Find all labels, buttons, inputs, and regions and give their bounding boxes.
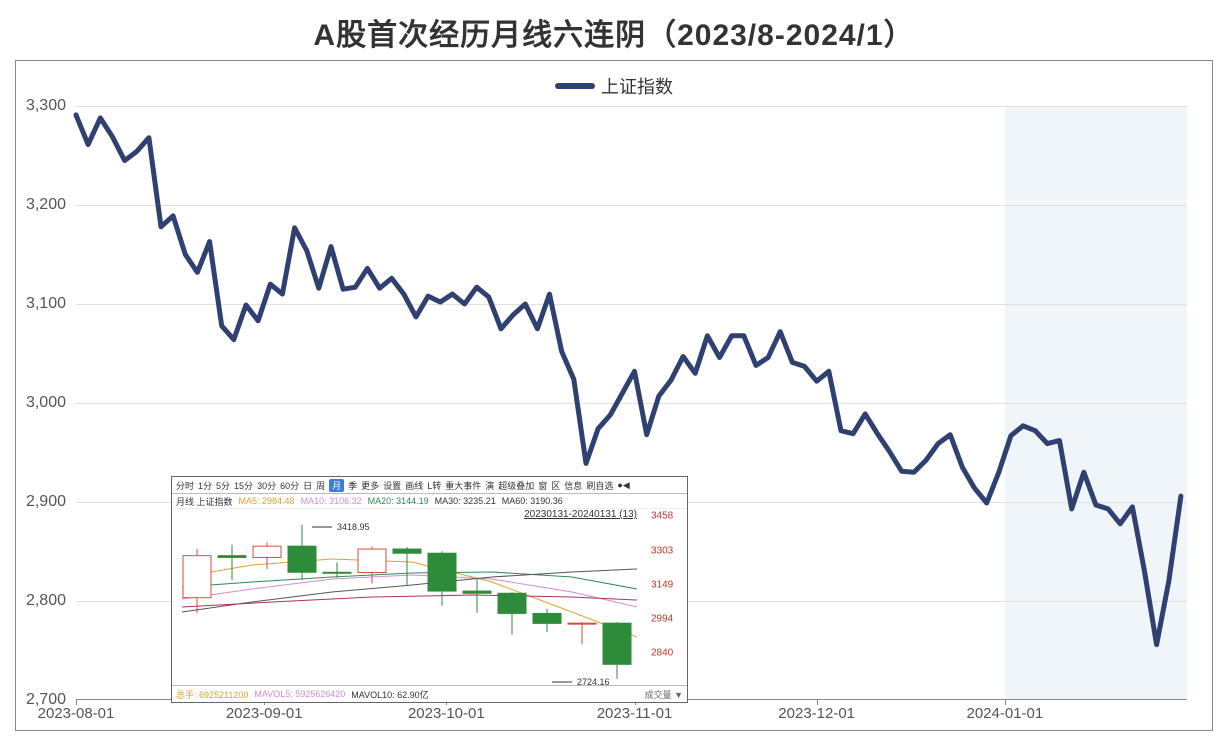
inset-toolbar-item[interactable]: 刷自选 [586,479,613,492]
candle-body [463,591,491,593]
candle-body [253,546,281,557]
inset-toolbar-item[interactable]: 演 [485,479,494,492]
candle-body [533,613,561,623]
y-tick-label: 3,100 [26,295,76,313]
inset-ma-prefix: 月线 上证指数 [176,495,233,508]
inset-high-label: 3418.95 [337,522,370,532]
inset-toolbar-item[interactable]: 信息 [564,479,582,492]
inset-toolbar-item[interactable]: 日 [303,479,312,492]
inset-toolbar-item[interactable]: 5分 [216,479,230,492]
inset-toolbar-item[interactable]: 更多 [361,479,379,492]
chart-container: A股首次经历月线六连阴（2023/8-2024/1） 上证指数 2,7002,8… [0,0,1228,741]
candle-body [288,546,316,572]
x-tick-label: 2023-10-01 [408,700,485,722]
inset-y-tick: 3303 [647,545,673,556]
inset-ma-value: MA5: 2984.48 [239,496,295,506]
inset-bottom-metric: MAVOL10: 62.90亿 [351,688,428,701]
legend-label: 上证指数 [601,73,673,99]
x-tick-label: 2023-08-01 [38,700,115,722]
inset-toolbar-item[interactable]: 超级叠加 [498,479,534,492]
legend-swatch [555,83,595,89]
inset-plot: 3418.952724.16 34583303314929942840 [172,507,647,684]
inset-ma-value: MA10: 3106.32 [301,496,362,506]
inset-bottom-metric: MAVOL5: 5925626420 [254,689,345,699]
inset-toolbar-item[interactable]: 重大事件 [445,479,481,492]
inset-toolbar-item[interactable]: 1分 [198,479,212,492]
inset-y-tick: 3458 [647,511,673,522]
inset-toolbar-item[interactable]: 30分 [257,479,276,492]
inset-volume-label[interactable]: 成交量 ▼ [645,688,683,701]
inset-toolbar-item[interactable]: ●◀ [617,480,629,491]
x-tick-label: 2023-12-01 [778,700,855,722]
x-tick-label: 2023-09-01 [226,700,303,722]
y-tick-label: 2,800 [26,592,76,610]
candle-body [393,549,421,553]
inset-toolbar[interactable]: 分时 1分 5分 15分 30分 60分日周月季更多设置画线 L转重大事件演超级叠加窗区信息… [172,477,687,494]
inset-bottom-row: 总手: 6925211200 MAVOL5: 5925626420 MAVOL10:… [172,685,687,702]
inset-toolbar-item[interactable]: 分时 [176,479,194,492]
inset-toolbar-item[interactable]: 窗 [538,479,547,492]
inset-y-tick: 2840 [647,648,673,659]
inset-toolbar-item[interactable]: 15分 [234,479,253,492]
y-tick-label: 3,300 [26,97,76,115]
y-tick-label: 2,900 [26,493,76,511]
inset-toolbar-item[interactable]: 区 [551,479,560,492]
inset-toolbar-item[interactable]: 60分 [280,479,299,492]
inset-ma-value: MA60: 3190.36 [502,496,563,506]
candle-body [323,572,351,573]
chart-title: A股首次经历月线六连阴（2023/8-2024/1） [0,0,1228,54]
x-tick-label: 2024-01-01 [966,700,1043,722]
inset-candlestick-panel: 分时 1分 5分 15分 30分 60分日周月季更多设置画线 L转重大事件演超级叠加窗区信息… [171,476,688,703]
candle-body [498,593,526,613]
candle-body [428,553,456,591]
candle-body [218,556,246,558]
inset-toolbar-item[interactable]: 季 [348,479,357,492]
inset-y-tick: 2994 [647,613,673,624]
candle-body [568,623,596,624]
candle-body [603,623,631,664]
inset-ma-line [182,572,637,589]
inset-bottom-metric: 总手: 6925211200 [176,688,248,701]
y-tick-label: 3,000 [26,394,76,412]
inset-ma-line [182,595,637,607]
candle-body [183,556,211,598]
inset-toolbar-item[interactable]: 周 [316,479,325,492]
inset-ma-line [182,559,637,637]
main-chart-area: 上证指数 2,7002,8002,9003,0003,1003,2003,300… [15,60,1213,731]
inset-toolbar-item[interactable]: 画线 [405,479,423,492]
plot-region: 2,7002,8002,9003,0003,1003,2003,300 2023… [76,106,1187,700]
x-tick-label: 2023-11-01 [597,700,673,722]
inset-toolbar-item[interactable]: 月 [329,479,344,492]
inset-toolbar-item[interactable]: 设置 [383,479,401,492]
inset-y-tick: 3149 [647,579,673,590]
y-tick-label: 3,200 [26,196,76,214]
candle-body [358,549,386,572]
inset-svg: 3418.952724.16 [172,507,647,684]
inset-ma-value: MA20: 3144.19 [368,496,429,506]
inset-toolbar-item[interactable]: L转 [427,479,441,492]
legend: 上证指数 [555,73,673,99]
inset-ma-value: MA30: 3235.21 [435,496,496,506]
